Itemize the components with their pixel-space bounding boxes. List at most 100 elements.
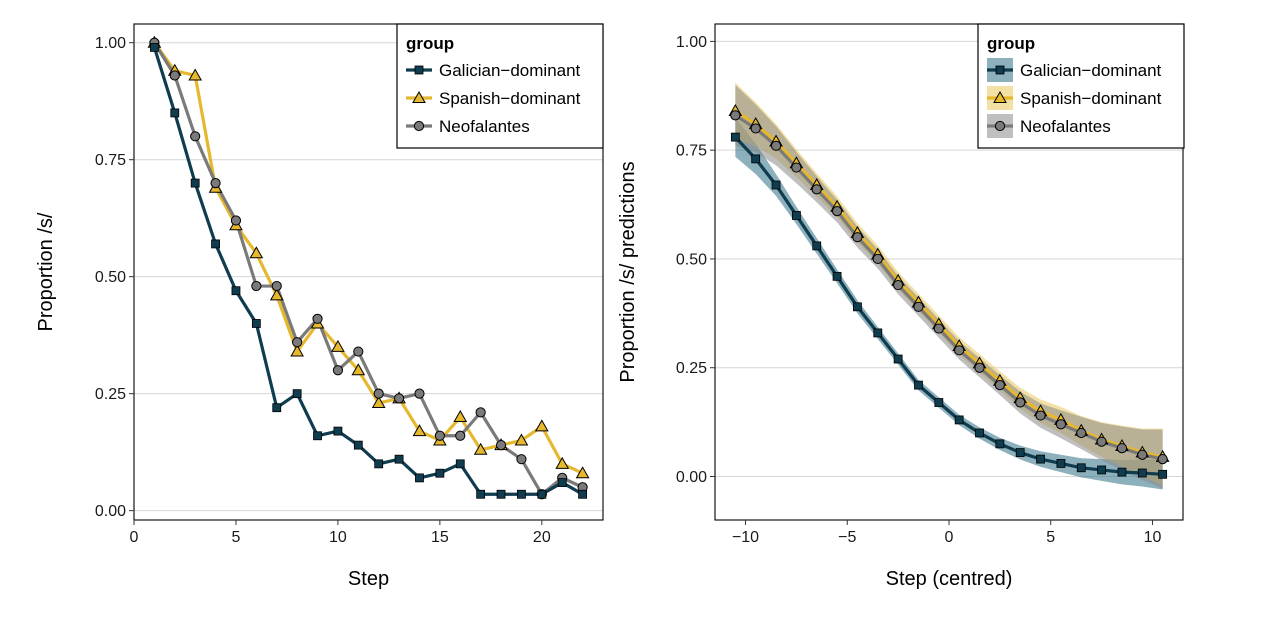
data-point-s1-17: [476, 489, 486, 499]
data-point-s1-12: [374, 459, 384, 469]
y-axis-title: Proportion /s/: [35, 212, 57, 331]
x-tick-label: 20: [533, 529, 551, 546]
confidence-band-1: [735, 117, 1163, 490]
data-point-s1-7: [853, 302, 862, 312]
data-point-s1-13: [394, 454, 404, 464]
data-point-s3-4: [791, 162, 802, 173]
data-point-s1-17: [1056, 459, 1066, 468]
data-point-s3-21: [1137, 449, 1148, 460]
data-point-s1-2: [170, 108, 180, 118]
legend-entry-label: Neofalantes: [439, 117, 530, 136]
data-point-s1-21: [1137, 468, 1147, 478]
legend-entry-label: Galician−dominant: [1020, 61, 1162, 80]
data-point-s1-19: [1097, 465, 1107, 475]
data-point-s1-20: [537, 489, 547, 499]
plot-border: [133, 23, 604, 521]
legend-title: group: [987, 34, 1035, 53]
data-point-s1-3: [190, 178, 200, 188]
data-point-s1-19: [517, 489, 526, 499]
data-point-s1-7: [272, 403, 282, 413]
x-tick-label: 0: [945, 529, 954, 546]
right-panel: −10 −5 0 5 10 0.00 0.25 0.50 0.75 1.00 Step (centr…: [617, 23, 1185, 590]
y-tick-label: 1.00: [676, 34, 707, 51]
x-axis-title: Step: [348, 568, 389, 590]
y-tick-label: 0.75: [676, 143, 707, 160]
data-point-s1-4: [791, 211, 801, 220]
data-point-s3-3: [770, 140, 782, 151]
series-line-2: [153, 41, 584, 475]
y-tick-label: 0.50: [95, 269, 126, 286]
series-line-3: [153, 41, 584, 496]
data-point-s1-6: [251, 319, 261, 328]
data-point-s1-8: [873, 328, 883, 338]
x-tick-label: 0: [130, 529, 139, 546]
data-point-s3-12: [954, 345, 965, 356]
data-point-s1-15: [1015, 448, 1025, 457]
data-point-s3-8: [292, 337, 303, 348]
data-point-s3-7: [271, 280, 282, 292]
data-point-s1-5: [812, 241, 822, 251]
data-point-s3-14: [994, 380, 1005, 391]
data-point-s1-1: [149, 42, 159, 52]
data-point-s3-15: [1015, 397, 1026, 408]
data-point-s3-16: [1035, 410, 1046, 421]
data-point-s3-9: [312, 313, 323, 324]
data-point-s3-8: [872, 253, 883, 265]
data-point-s3-5: [811, 184, 822, 195]
series-line-1: [734, 136, 1163, 476]
data-point-s1-14: [995, 439, 1005, 449]
legend-entry-label: Spanish−dominant: [1020, 89, 1162, 108]
data-point-s1-14: [415, 473, 424, 483]
legend: group Galician−dominant Spanish−dominant Ne…: [396, 23, 604, 149]
data-point-s1-21: [557, 478, 567, 487]
data-point-s3-7: [852, 232, 863, 243]
y-tick-label: 0.00: [676, 469, 707, 486]
x-tick-label: 5: [1046, 529, 1055, 546]
left-panel: 0 5 10 15 20 0.00 0.25 0.50 0.75 1.00 Step Proporti…: [35, 23, 604, 590]
data-point-s2-12: [371, 396, 386, 409]
data-point-s1-22: [1158, 469, 1168, 479]
legend-title: group: [406, 34, 454, 53]
data-point-s3-6: [251, 280, 262, 292]
data-point-s3-15: [434, 430, 445, 441]
y-tick-label: 0.00: [95, 503, 126, 520]
data-point-s2-14: [412, 424, 427, 437]
data-point-s2-20: [534, 419, 549, 432]
data-point-s1-18: [1076, 463, 1086, 473]
data-point-s3-13: [393, 393, 405, 404]
data-point-s3-9: [893, 279, 904, 291]
data-point-s1-10: [333, 426, 343, 436]
x-tick-label: 5: [232, 529, 241, 546]
data-point-s3-11: [933, 323, 944, 334]
y-tick-label: 0.75: [95, 152, 126, 169]
data-point-s1-16: [1036, 454, 1045, 464]
data-point-s1-10: [914, 380, 923, 390]
data-point-s2-10: [331, 339, 345, 352]
series-line-1: [152, 46, 584, 496]
legend-entry-label: Spanish−dominant: [439, 89, 581, 108]
data-point-s3-13: [974, 362, 985, 373]
data-point-s2-16: [453, 410, 468, 423]
data-point-s1-22: [578, 489, 588, 499]
series-line-3: [734, 114, 1163, 461]
data-point-s1-6: [832, 271, 842, 281]
data-point-s2-8: [290, 344, 304, 357]
legend-key-marker: [412, 90, 426, 103]
legend-entry-label: Galician−dominant: [439, 61, 581, 80]
data-point-s1-3: [771, 180, 781, 190]
y-axis-title: Proportion /s/ predictions: [617, 161, 639, 382]
data-point-s3-18: [495, 440, 507, 451]
data-point-s3-2: [750, 123, 761, 134]
legend-key-marker: [993, 90, 1007, 103]
data-point-s3-20: [1116, 443, 1128, 454]
legend-key-marker: [414, 65, 424, 75]
x-tick-label: −5: [838, 529, 856, 546]
data-point-s3-16: [455, 430, 466, 441]
data-point-s3-14: [414, 388, 425, 399]
legend-key-marker: [994, 120, 1006, 132]
data-point-s3-10: [332, 365, 344, 376]
data-point-s3-19: [516, 454, 527, 465]
data-point-s1-13: [975, 428, 984, 438]
x-tick-label: 10: [1144, 529, 1162, 546]
data-point-s3-22: [1157, 453, 1168, 465]
